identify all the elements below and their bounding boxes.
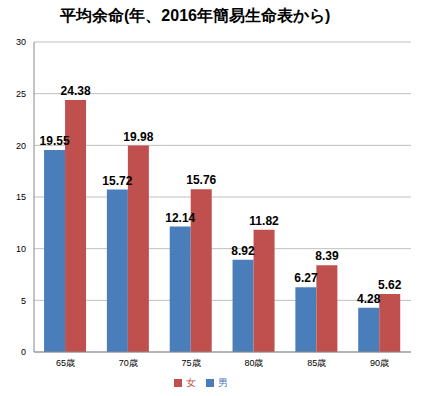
svg-text:19.98: 19.98 — [123, 130, 153, 144]
svg-text:8.39: 8.39 — [315, 249, 339, 263]
svg-text:8.92: 8.92 — [231, 244, 255, 258]
svg-text:15: 15 — [16, 192, 26, 202]
svg-text:75歳: 75歳 — [182, 358, 201, 368]
svg-text:6.27: 6.27 — [294, 271, 318, 285]
svg-text:11.82: 11.82 — [249, 214, 279, 228]
svg-text:30: 30 — [16, 37, 26, 47]
svg-text:25: 25 — [16, 89, 26, 99]
svg-text:20: 20 — [16, 141, 26, 151]
html-text:平均余命(年、2016年簡易生命表から): 平均余命(年、2016年簡易生命表から) — [60, 7, 331, 24]
svg-text:12.14: 12.14 — [165, 211, 195, 225]
svg-text:24.38: 24.38 — [61, 84, 91, 98]
svg-text:4.28: 4.28 — [357, 292, 381, 306]
svg-text:90歳: 90歳 — [370, 358, 389, 368]
svg-text:15.76: 15.76 — [186, 173, 216, 187]
svg-text:80歳: 80歳 — [244, 358, 263, 368]
svg-text:10: 10 — [16, 244, 26, 254]
svg-text:5: 5 — [21, 296, 26, 306]
svg-text:65歳: 65歳 — [56, 358, 75, 368]
html-text:男: 男 — [217, 377, 228, 388]
svg-text:85歳: 85歳 — [307, 358, 326, 368]
svg-text:0: 0 — [21, 347, 26, 357]
svg-text:15.72: 15.72 — [102, 174, 132, 188]
html-text:女: 女 — [185, 377, 196, 388]
svg-text:5.62: 5.62 — [378, 278, 402, 292]
svg-text:19.55: 19.55 — [40, 134, 70, 148]
svg-text:70歳: 70歳 — [119, 358, 138, 368]
